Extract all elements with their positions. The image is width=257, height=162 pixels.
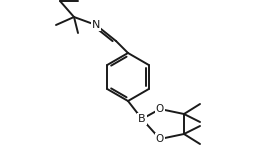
- Text: B: B: [138, 114, 146, 124]
- Text: O: O: [156, 134, 164, 144]
- Text: N: N: [92, 20, 100, 30]
- Text: O: O: [156, 104, 164, 114]
